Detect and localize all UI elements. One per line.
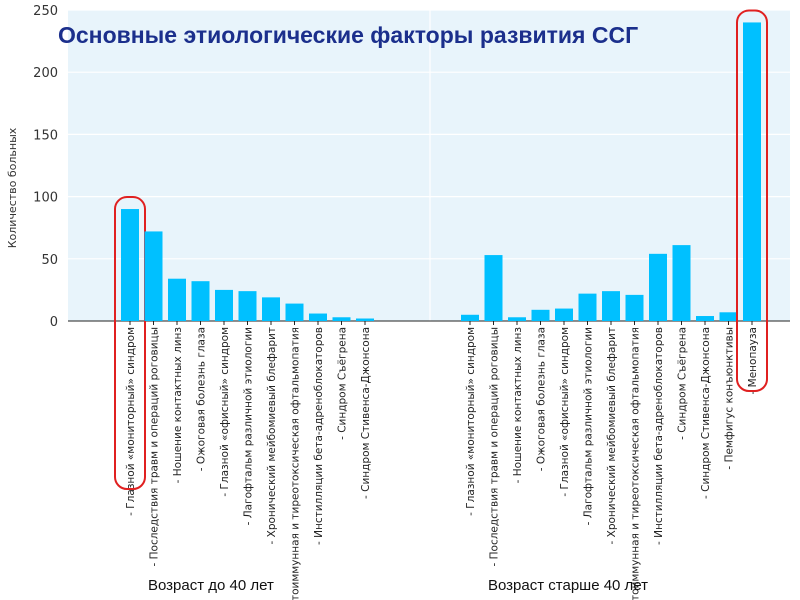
x-tick-label: - Синдром Съёгрена xyxy=(677,327,689,440)
x-tick-label: - Синдром Стивенса-Джонсона xyxy=(360,327,372,499)
plot-area xyxy=(68,10,790,321)
bar xyxy=(625,294,644,321)
highlight-outline xyxy=(736,9,768,392)
x-tick-label: - Аутоиммунная и тиреотоксическая офталь… xyxy=(290,327,302,600)
x-tick-label: - Ожоговая болезнь глаза xyxy=(196,327,208,471)
bar xyxy=(238,291,257,321)
x-tick-label: - Синдром Съёгрена xyxy=(337,327,349,440)
bar xyxy=(191,281,210,321)
x-tick-label: - Последствия травм и операций роговицы xyxy=(149,327,161,567)
x-tick-label: - Ношение контактных линз xyxy=(512,327,524,483)
x-tick-label: - Глазной «офисный» синдром xyxy=(219,327,231,497)
bar xyxy=(309,313,327,321)
bar xyxy=(215,289,233,321)
bar xyxy=(555,308,573,321)
bar xyxy=(356,318,374,321)
bar xyxy=(461,314,479,321)
x-tick-label: - Менопауза xyxy=(747,327,759,394)
y-axis-title: Количество больных xyxy=(6,127,19,248)
bar xyxy=(144,231,163,321)
bar xyxy=(121,209,139,321)
bar xyxy=(743,22,761,321)
bar xyxy=(696,316,714,321)
x-tick-label: - Инстилляции бета-адреноблокаторов xyxy=(313,327,325,545)
x-tick-label: - Пемфигус конъюнктивы xyxy=(724,327,736,470)
x-tick-label: - Лагофтальм различной этиологии xyxy=(243,327,255,525)
x-tick-label: - Хронический мейбомиевый блефарит xyxy=(606,327,618,544)
bar xyxy=(484,255,503,321)
x-tick-label: - Глазной «офисный» синдром xyxy=(559,327,571,497)
x-tick-label: - Последствия травм и операций роговицы xyxy=(489,327,501,567)
bar xyxy=(649,253,667,321)
group-label-under-40: Возраст до 40 лет xyxy=(148,577,274,594)
y-tick-label: 0 xyxy=(50,315,58,330)
bar xyxy=(672,245,691,321)
bar xyxy=(578,293,597,321)
x-tick-label: - Инстилляции бета-адреноблокаторов xyxy=(653,327,665,545)
y-tick-label: 150 xyxy=(33,128,58,143)
x-tick-label: - Хронический мейбомиевый блефарит xyxy=(266,327,278,544)
bar xyxy=(285,303,304,321)
bar xyxy=(602,291,620,321)
bar xyxy=(262,297,280,321)
x-tick-label: - Лагофтальм различной этиологии xyxy=(583,327,595,525)
bar xyxy=(531,309,550,321)
x-tick-label: - Синдром Стивенса-Джонсона xyxy=(700,327,712,499)
bar xyxy=(168,278,186,321)
y-tick-label: 100 xyxy=(33,191,58,206)
highlight-outline xyxy=(114,196,146,490)
x-tick-label: - Глазной «мониторный» синдром xyxy=(465,327,477,516)
x-tick-label: - Ожоговая болезнь глаза xyxy=(536,327,548,471)
x-tick-label: - Аутоиммунная и тиреотоксическая офталь… xyxy=(630,327,642,600)
bar xyxy=(332,317,351,321)
bar xyxy=(508,317,526,321)
x-tick-label: - Глазной «мониторный» синдром xyxy=(125,327,137,516)
y-tick-label: 50 xyxy=(41,253,58,268)
group-label-over-40: Возраст старше 40 лет xyxy=(488,577,649,594)
y-tick-label: 250 xyxy=(33,4,58,19)
x-tick-label: - Ношение контактных линз xyxy=(172,327,184,483)
bar xyxy=(719,312,738,321)
y-tick-label: 200 xyxy=(33,66,58,81)
chart-title: Основные этиологические факторы развития… xyxy=(58,22,639,48)
